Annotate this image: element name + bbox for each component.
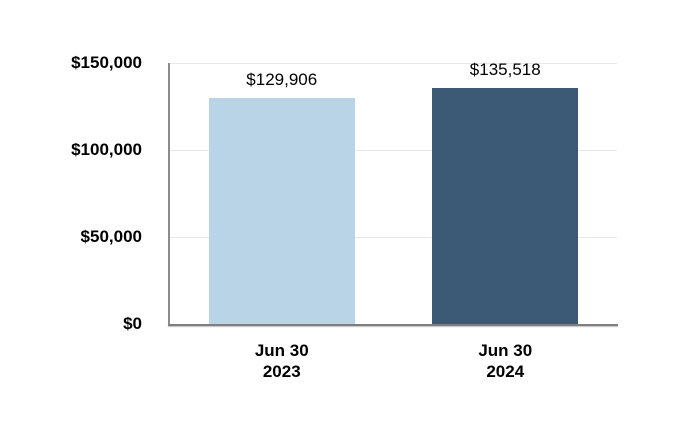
bar-jun-30-2024 [432,88,579,324]
x-tick-label-line: Jun 30 [478,341,533,360]
x-tick-label: Jun 30 2023 [182,340,382,382]
x-tick-label-line: 2024 [486,362,525,381]
bar-value-label: $135,518 [469,60,541,80]
plot-area: $129,906 $135,518 [168,60,618,326]
y-tick-label: $100,000 [71,140,142,159]
bar-value-label: $129,906 [246,69,318,89]
y-tick-label: $150,000 [71,53,142,72]
y-axis-labels: $0 $50,000 $100,000 $150,000 [0,0,142,448]
gridline [170,150,617,151]
gridline [170,237,617,238]
x-axis-line [168,324,618,326]
x-tick-label-line: Jun 30 [254,341,309,360]
y-axis-line [168,63,170,326]
y-tick-label: $0 [123,314,142,333]
y-tick-label: $50,000 [80,227,142,246]
x-tick-label: Jun 30 2024 [405,340,605,382]
bar-jun-30-2023 [208,97,355,324]
gridline [170,63,617,64]
x-tick-label-line: 2023 [262,362,301,381]
